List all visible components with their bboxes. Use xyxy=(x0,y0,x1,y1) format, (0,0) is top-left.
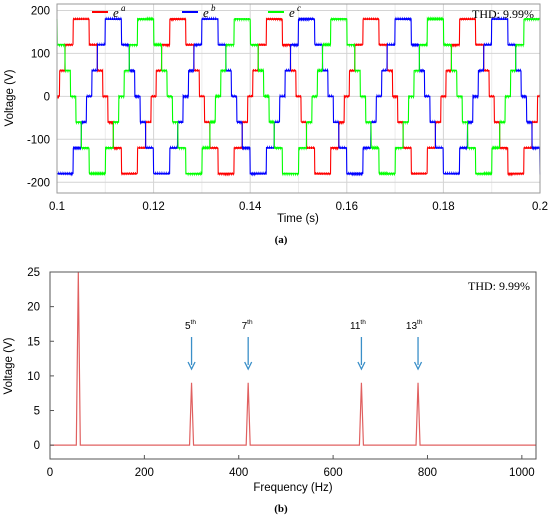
chart-a-x-tick-label: 0.1 xyxy=(49,201,65,213)
chart-b-x-tick-label: 800 xyxy=(418,467,437,479)
chart-a-series-line-b xyxy=(56,16,541,177)
harmonic-order-superscript: th xyxy=(417,319,423,326)
chart-b-spectrum-line xyxy=(50,271,536,446)
chart-a-y-tick-label: 100 xyxy=(31,48,50,60)
chart-a-y-tick-label: 200 xyxy=(31,5,50,17)
chart-a-frame xyxy=(56,3,541,194)
chart-a-legend-superscript: b xyxy=(211,3,216,13)
chart-a-series-line-c xyxy=(56,16,541,177)
chart-b-y-tick-label: 0 xyxy=(34,440,40,452)
chart-b-x-ticks: 0 200 400 600 800 1000 xyxy=(47,455,535,479)
chart-b-plot-area xyxy=(50,272,536,459)
chart-a-y-tick-label: 0 xyxy=(44,91,50,103)
chart-b-y-tick-label: 25 xyxy=(27,267,40,279)
chart-a-y-tick-label: -100 xyxy=(27,134,50,146)
chart-b-y-tick-label: 20 xyxy=(27,302,40,314)
chart-a-y-axis-label: Voltage (V) xyxy=(4,69,16,126)
chart-b-x-tick-label: 600 xyxy=(324,467,343,479)
chart-b-x-tick-label: 0 xyxy=(47,467,53,479)
arrow-head-icon xyxy=(413,361,423,371)
harmonic-order-label: 13 xyxy=(406,321,418,332)
chart-a-x-tick-label: 0.14 xyxy=(239,201,262,213)
chart-b-thd-annotation: THD: 9.99% xyxy=(468,279,530,293)
chart-a-caption: (a) xyxy=(275,234,288,246)
chart-a-legend-label: e xyxy=(289,5,295,20)
chart-a-y-tick-label: -200 xyxy=(27,177,50,189)
chart-b-y-ticks: 25 20 15 10 5 0 xyxy=(27,267,54,452)
chart-a-legend-superscript: a xyxy=(121,3,126,13)
arrow-head-icon xyxy=(187,361,196,371)
chart-a: 0.1 0.12 0.14 0.16 0.18 0.2 200 100 0 -100 -200 e… xyxy=(4,3,548,246)
harmonic-order-label: 11 xyxy=(350,321,361,332)
chart-a-x-tick-label: 0.12 xyxy=(142,201,164,213)
chart-a-x-ticks: 0.1 0.12 0.14 0.16 0.18 0.2 xyxy=(49,201,548,213)
harmonic-order-label: 7 xyxy=(242,321,248,332)
chart-a-series-line-a xyxy=(56,17,541,177)
chart-b-x-axis-label: Frequency (Hz) xyxy=(253,482,332,494)
chart-b-y-tick-label: 10 xyxy=(27,371,40,383)
chart-b-y-tick-label: 15 xyxy=(27,336,40,348)
chart-a-thd-annotation: THD: 9.99% xyxy=(472,7,534,21)
chart-b-caption: (b) xyxy=(274,503,288,515)
chart-a-y-ticks: 200 100 0 -100 -200 xyxy=(27,5,50,189)
chart-b-frame xyxy=(49,271,537,460)
chart-a-x-tick-label: 0.18 xyxy=(432,201,454,213)
chart-b-y-axis-label: Voltage (V) xyxy=(3,337,15,394)
chart-b-y-tick-label: 5 xyxy=(34,406,40,418)
chart-b-x-tick-label: 400 xyxy=(229,467,248,479)
harmonic-order-superscript: th xyxy=(247,319,253,326)
chart-a-x-axis-label: Time (s) xyxy=(277,213,319,225)
harmonic-order-superscript: th xyxy=(191,319,197,326)
chart-a-series xyxy=(56,16,541,177)
chart-a-x-tick-label: 0.2 xyxy=(532,201,548,213)
chart-a-x-tick-label: 0.16 xyxy=(336,201,358,213)
harmonic-order-superscript: th xyxy=(360,319,366,326)
chart-b-x-tick-label: 1000 xyxy=(509,467,535,479)
arrow-head-icon xyxy=(244,361,253,371)
chart-b-x-tick-label: 200 xyxy=(135,467,154,479)
arrow-head-icon xyxy=(357,361,366,371)
chart-a-legend-label: e xyxy=(203,5,209,20)
chart-b-series xyxy=(50,271,536,446)
harmonic-order-label: 5 xyxy=(185,321,191,332)
chart-a-legend-label: e xyxy=(113,5,119,20)
chart-a-legend-superscript: c xyxy=(297,3,301,13)
